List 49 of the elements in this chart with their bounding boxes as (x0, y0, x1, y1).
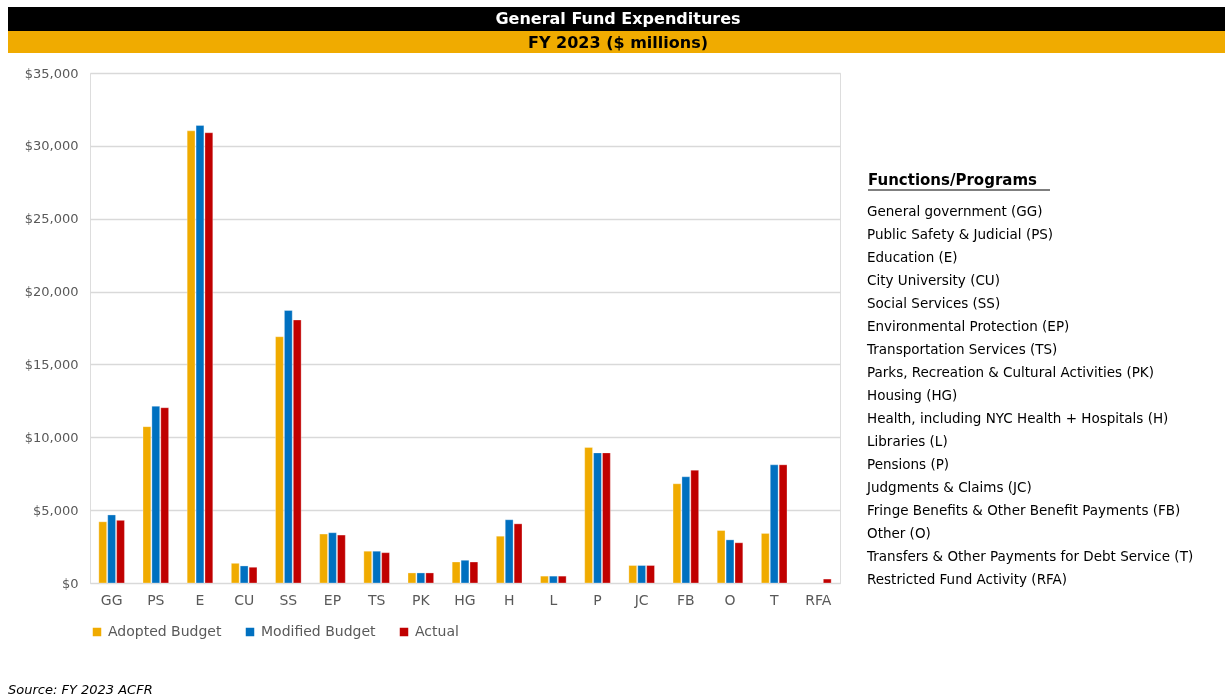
x-tick-label: T (768, 591, 779, 608)
text: Transfers & Other Payments for Debt Service (T) (866, 548, 1194, 564)
x-tick-label: E (195, 591, 205, 608)
text: Restricted Fund Activity (RFA) (867, 571, 1068, 587)
source-note: Source: FY 2023 ACFR (8, 682, 153, 696)
x-tick-label: PK (412, 591, 431, 608)
x-tick-label: JC (633, 591, 649, 608)
y-tick-label: $0 (61, 575, 79, 591)
x-tick-label: TS (366, 591, 386, 608)
text: General government (GG) (867, 203, 1043, 219)
text: Parks, Recreation & Cultural Activities (PK) (867, 364, 1154, 380)
y-tick-label: $15,000 (24, 356, 79, 372)
x-tick-label: CU (234, 591, 255, 608)
text: Social Services (SS) (867, 295, 1001, 311)
x-tick-label: P (593, 591, 602, 608)
x-tick-label: FB (677, 591, 695, 608)
y-tick-label: $35,000 (24, 65, 79, 81)
x-tick-label: RFA (805, 591, 832, 608)
text: Housing (HG) (867, 387, 958, 403)
text: Libraries (L) (867, 433, 948, 449)
x-tick-label: O (724, 591, 736, 608)
chart-title: General Fund Expenditures (495, 9, 741, 28)
text: Transportation Services (TS) (866, 341, 1058, 357)
text: Functions/Programs (868, 171, 1038, 189)
text: Pensions (P) (867, 456, 950, 472)
text: Public Safety & Judicial (PS) (867, 226, 1054, 242)
x-tick-label: EP (323, 591, 342, 608)
x-tick-label: GG (100, 591, 123, 608)
text: Education (E) (867, 249, 958, 265)
legend-label: Modified Budget (261, 623, 377, 639)
y-tick-label: $30,000 (24, 138, 79, 154)
text: Other (O) (867, 525, 931, 541)
x-tick-label: SS (279, 591, 298, 608)
text: City University (CU) (867, 272, 1000, 288)
y-tick-label: $5,000 (33, 502, 79, 518)
chart-subtitle: FY 2023 ($ millions) (527, 33, 709, 52)
x-tick-label: PS (147, 591, 165, 608)
text: Health, including NYC Health + Hospitals (H) (867, 410, 1169, 426)
text: Environmental Protection (EP) (867, 318, 1070, 334)
text: Judgments & Claims (JC) (866, 479, 1032, 495)
x-tick-label: L (549, 591, 558, 608)
y-tick-label: $20,000 (24, 284, 79, 300)
y-tick-label: $25,000 (24, 211, 79, 227)
x-tick-label: HG (454, 591, 476, 608)
legend-label: Actual (415, 623, 459, 639)
legend-label: Adopted Budget (108, 623, 222, 639)
y-tick-label: $10,000 (24, 429, 79, 445)
x-tick-label: H (503, 591, 515, 608)
text: Fringe Benefits & Other Benefit Payments (FB) (867, 502, 1181, 518)
